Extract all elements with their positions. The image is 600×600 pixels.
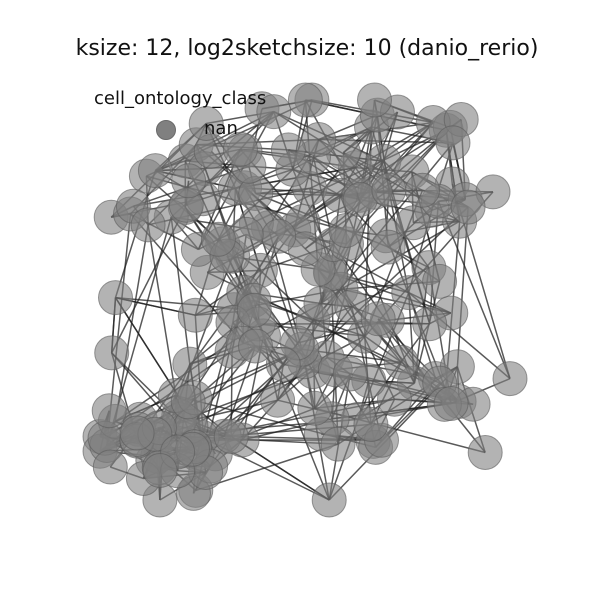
graph-node <box>405 172 440 208</box>
graph-node <box>450 189 486 225</box>
graph-node <box>222 131 258 167</box>
graph-node <box>422 263 458 299</box>
graph-node <box>137 153 173 189</box>
graph-node <box>213 419 249 454</box>
graph-node <box>357 82 392 118</box>
legend-marker-nan <box>156 120 176 140</box>
graph-node <box>287 82 323 118</box>
graph-node <box>467 435 503 470</box>
graph-node <box>433 386 469 421</box>
graph-edge <box>255 192 389 248</box>
graph-node <box>360 301 396 337</box>
graph-node <box>200 221 236 257</box>
graph-node <box>297 390 333 426</box>
graph-node <box>328 213 364 248</box>
graph-node <box>492 361 528 397</box>
graph-node <box>172 346 208 382</box>
graph-node <box>412 306 448 342</box>
graph-node <box>395 205 431 241</box>
nodes-layer <box>82 82 528 518</box>
graph-node <box>435 125 471 161</box>
legend: cell_ontology_class nan <box>94 88 314 148</box>
graph-node <box>236 292 272 328</box>
graph-edge <box>170 216 191 365</box>
graph-node <box>270 132 306 168</box>
graph-node <box>265 346 301 382</box>
graph-node <box>119 415 155 451</box>
legend-label-nan: nan <box>204 118 238 139</box>
graph-node <box>303 286 339 321</box>
legend-title: cell_ontology_class <box>94 88 267 109</box>
graph-node <box>142 453 178 488</box>
graph-node <box>238 328 273 364</box>
graph-node <box>370 229 406 265</box>
graph-node <box>377 381 412 417</box>
graph-node <box>188 106 224 141</box>
graph-node <box>91 393 127 429</box>
graph-node <box>171 163 207 199</box>
graph-node <box>353 406 389 442</box>
graph-node <box>98 280 133 316</box>
graph-node <box>371 172 407 208</box>
graph-node <box>260 382 296 418</box>
graph-node <box>256 94 292 130</box>
graph-node <box>332 356 368 392</box>
graph-node <box>92 449 128 485</box>
chart-title: ksize: 12, log2sketchsize: 10 (danio_rer… <box>75 36 539 61</box>
graph-node <box>311 482 347 518</box>
graph-node <box>177 297 213 333</box>
graph-node <box>261 218 297 254</box>
graph-node <box>94 335 130 371</box>
graph-node <box>391 275 427 311</box>
graph-node <box>130 207 166 243</box>
graph-node <box>383 344 419 380</box>
graph-node <box>320 426 356 462</box>
graph-node <box>170 384 206 420</box>
